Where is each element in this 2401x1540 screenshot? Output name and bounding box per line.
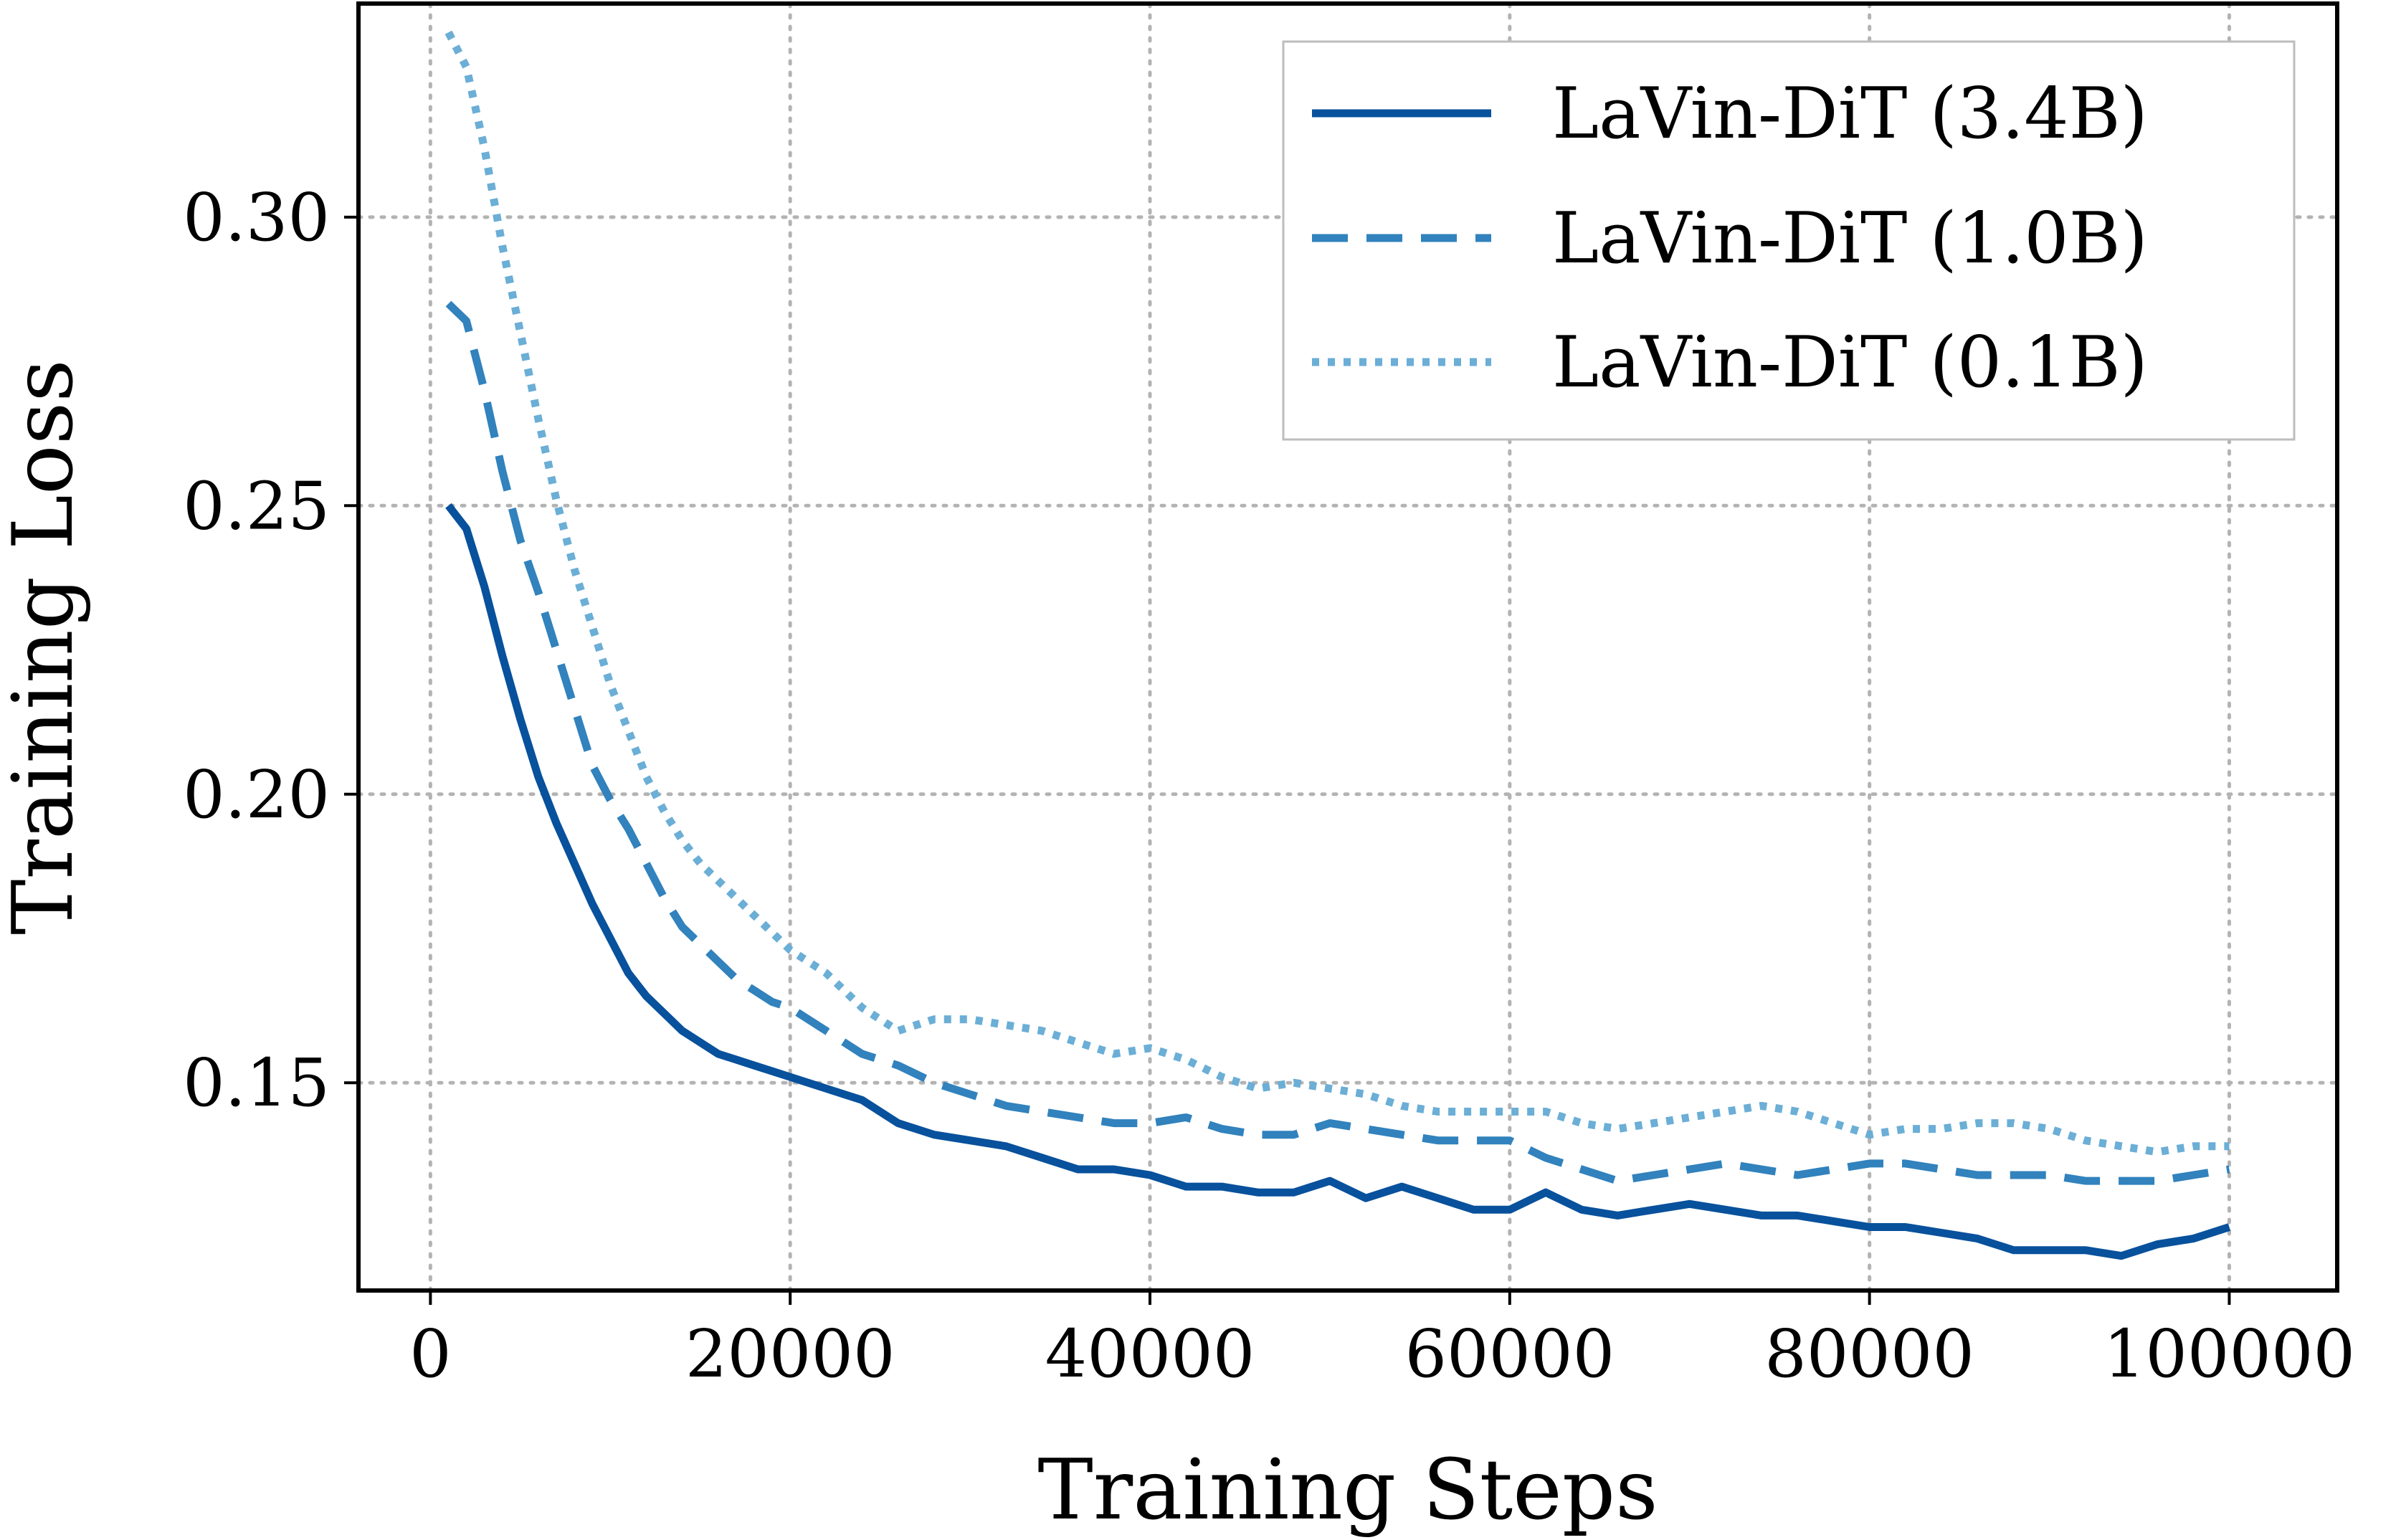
series-layer (444, 30, 2231, 1260)
series-line-lavin-dit-1-0b (445, 300, 2230, 1185)
tick-layer: 0 20000 40000 60000 80000 100000 0.15 0.20 0.25 0… (183, 179, 2355, 1392)
x-tick-label: 20000 (685, 1316, 895, 1392)
legend: LaVin-DiT (3.4B) LaVin-DiT (1.0B) LaVin-… (1282, 40, 2296, 441)
y-tick-label: 0.25 (183, 467, 330, 544)
y-axis-title: Training Loss (0, 359, 92, 935)
y-tick-label: 0.30 (183, 179, 330, 256)
legend-label-0-1b: LaVin-DiT (0.1B) (1552, 322, 2148, 404)
x-tick-label: 40000 (1045, 1316, 1255, 1392)
y-tick-label: 0.20 (183, 756, 330, 833)
x-tick-label: 0 (409, 1316, 452, 1392)
series-line-lavin-dit-3-4b (445, 503, 2231, 1260)
y-tick-label: 0.15 (183, 1045, 330, 1121)
x-tick-label: 60000 (1404, 1316, 1615, 1392)
series-line-lavin-dit-0-1b (444, 30, 2230, 1156)
x-axis-title: Training Steps (1037, 1442, 1658, 1539)
x-tick-label: 80000 (1764, 1316, 1974, 1392)
legend-label-3-4b: LaVin-DiT (3.4B) (1552, 73, 2148, 155)
plot-frame (356, 1, 2339, 1293)
x-tick-label: 100000 (2103, 1316, 2355, 1392)
legend-label-1-0b: LaVin-DiT (1.0B) (1552, 198, 2148, 280)
